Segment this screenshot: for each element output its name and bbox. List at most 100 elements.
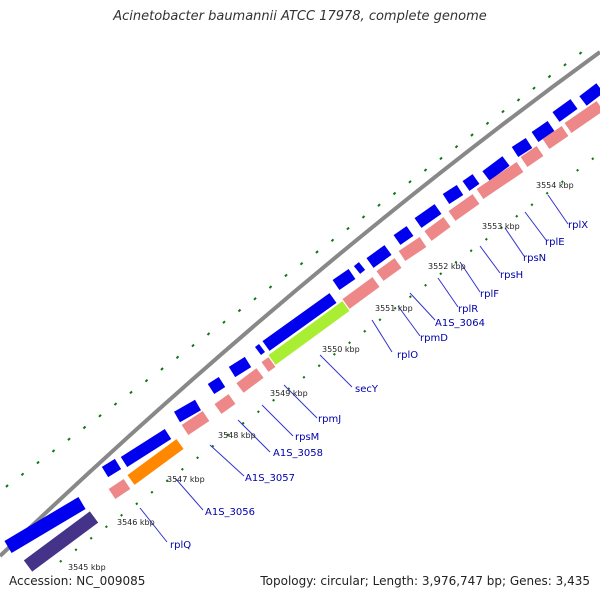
inner-tick <box>363 329 367 333</box>
gene-label-secY[interactable]: secY <box>355 384 379 395</box>
outer-tick <box>408 180 412 184</box>
gene-rev-8 <box>398 237 427 261</box>
kbp-label: 3546 kbp <box>117 518 155 527</box>
inner-tick <box>500 226 504 230</box>
inner-tick <box>302 375 306 379</box>
inner-tick <box>484 237 488 241</box>
gene-fwd-7 <box>255 344 265 355</box>
kbp-label: 3548 kbp <box>218 431 256 440</box>
outer-tick <box>361 215 366 219</box>
gene-connector-rpsM <box>261 404 294 437</box>
inner-tick <box>59 559 63 563</box>
gene-label-A1S_3058[interactable]: A1S_3058 <box>273 448 323 459</box>
gene-label-rplR[interactable]: rplR <box>458 304 478 315</box>
kbp-label: 3554 kbp <box>536 181 574 190</box>
outer-tick <box>36 460 40 465</box>
gene-label-A1S_3057[interactable]: A1S_3057 <box>245 473 295 484</box>
inner-tick <box>378 318 382 322</box>
outer-tick <box>454 144 459 149</box>
outer-tick <box>5 484 9 488</box>
gene-connector-rplO <box>371 319 393 353</box>
gene-rev-6 <box>342 277 380 309</box>
outer-tick <box>299 261 304 266</box>
gene-connector-rpsH <box>479 245 501 274</box>
gene-label-rplQ[interactable]: rplQ <box>170 540 191 551</box>
gene-label-A1S_3056[interactable]: A1S_3056 <box>205 507 255 518</box>
page-title: Acinetobacter baumannii ATCC 17978, comp… <box>113 9 487 24</box>
gene-rev-3 <box>214 394 236 414</box>
gene-fwd-4 <box>174 399 201 423</box>
outer-tick <box>51 449 56 453</box>
gene-label-rpsN[interactable]: rpsN <box>523 253 546 264</box>
outer-tick <box>578 51 583 55</box>
label-connectors <box>139 194 569 543</box>
kbp-label: 3552 kbp <box>428 262 466 271</box>
gene-fwd-11 <box>366 245 392 268</box>
gene-connector-rplR <box>437 277 459 308</box>
accession-label: Accession: NC_009085 <box>9 574 146 588</box>
inner-tick <box>180 467 184 471</box>
inner-tick <box>150 490 154 494</box>
gene-label-rpsM[interactable]: rpsM <box>295 432 319 443</box>
gene-fwd-19 <box>552 99 578 122</box>
gene-connector-A1S_3058 <box>237 419 271 453</box>
inner-tick <box>591 157 595 161</box>
outer-tick <box>485 121 490 126</box>
gene-fwd-17 <box>511 137 533 158</box>
outer-tick <box>563 63 567 67</box>
inner-tick <box>545 191 549 195</box>
genome-backbone <box>0 50 600 558</box>
gene-connector-rpmD <box>397 305 421 337</box>
inner-tick <box>348 341 352 345</box>
gene-fwd-14 <box>442 184 464 205</box>
outer-tick <box>501 109 505 114</box>
kbp-label: 3550 kbp <box>322 345 360 354</box>
outer-tick <box>532 86 536 90</box>
outer-tick <box>516 98 521 102</box>
gene-labels: rplQ A1S_3056 A1S_3057 A1S_3058 rpsM rpmJ secY… <box>170 220 588 551</box>
gene-connector-rpsN <box>504 227 525 257</box>
outer-tick <box>113 402 118 406</box>
tick-marks <box>5 51 595 563</box>
gene-label-rpsH[interactable]: rpsH <box>500 270 523 281</box>
gene-A1S_3056-mark <box>127 439 184 485</box>
inner-tick <box>393 306 397 310</box>
outer-tick <box>439 156 443 161</box>
gene-connector-rplE <box>524 211 547 241</box>
inner-tick <box>469 249 473 253</box>
outer-tick <box>377 203 381 207</box>
gene-fwd-13 <box>414 204 442 228</box>
gene-fwd-10 <box>353 262 366 274</box>
kbp-labels: 3545 kbp 3546 kbp 3547 kbp 3548 kbp 3549 kbp… <box>68 181 574 572</box>
outer-tick <box>237 308 242 313</box>
gene-label-A1S_3064[interactable]: A1S_3064 <box>435 318 485 329</box>
gene-fwd-9 <box>332 269 356 290</box>
gene-connector-rplF <box>459 261 481 293</box>
gene-label-rpmJ[interactable]: rpmJ <box>318 414 341 425</box>
outer-tick <box>160 367 164 371</box>
gene-label-rplE[interactable]: rplE <box>545 237 565 248</box>
gene-connector-rplX <box>547 194 569 225</box>
gene-fwd-16 <box>482 156 510 181</box>
gene-connector-A1S_3064 <box>409 292 436 321</box>
inner-tick <box>241 421 245 425</box>
inner-tick <box>135 502 139 506</box>
gene-label-rplF[interactable]: rplF <box>480 289 499 300</box>
gene-rev-14 <box>564 101 600 133</box>
gene-rev-5 <box>261 357 276 372</box>
outer-tick <box>144 378 149 383</box>
outer-tick <box>98 414 102 418</box>
gene-rev-12 <box>520 146 544 167</box>
inner-tick <box>74 548 78 552</box>
inner-tick <box>515 214 519 218</box>
gene-fwd-5 <box>207 376 226 395</box>
outer-tick <box>20 472 25 477</box>
gene-connector-secY <box>319 354 353 388</box>
topology-label: Topology: circular; Length: 3,976,747 bp… <box>260 574 590 588</box>
inner-tick <box>332 352 336 356</box>
gene-label-rplO[interactable]: rplO <box>397 350 418 361</box>
gene-label-rpmD[interactable]: rpmD <box>420 333 448 344</box>
gene-track <box>4 83 600 572</box>
outer-tick <box>315 250 319 254</box>
gene-label-rplX[interactable]: rplX <box>568 220 588 231</box>
